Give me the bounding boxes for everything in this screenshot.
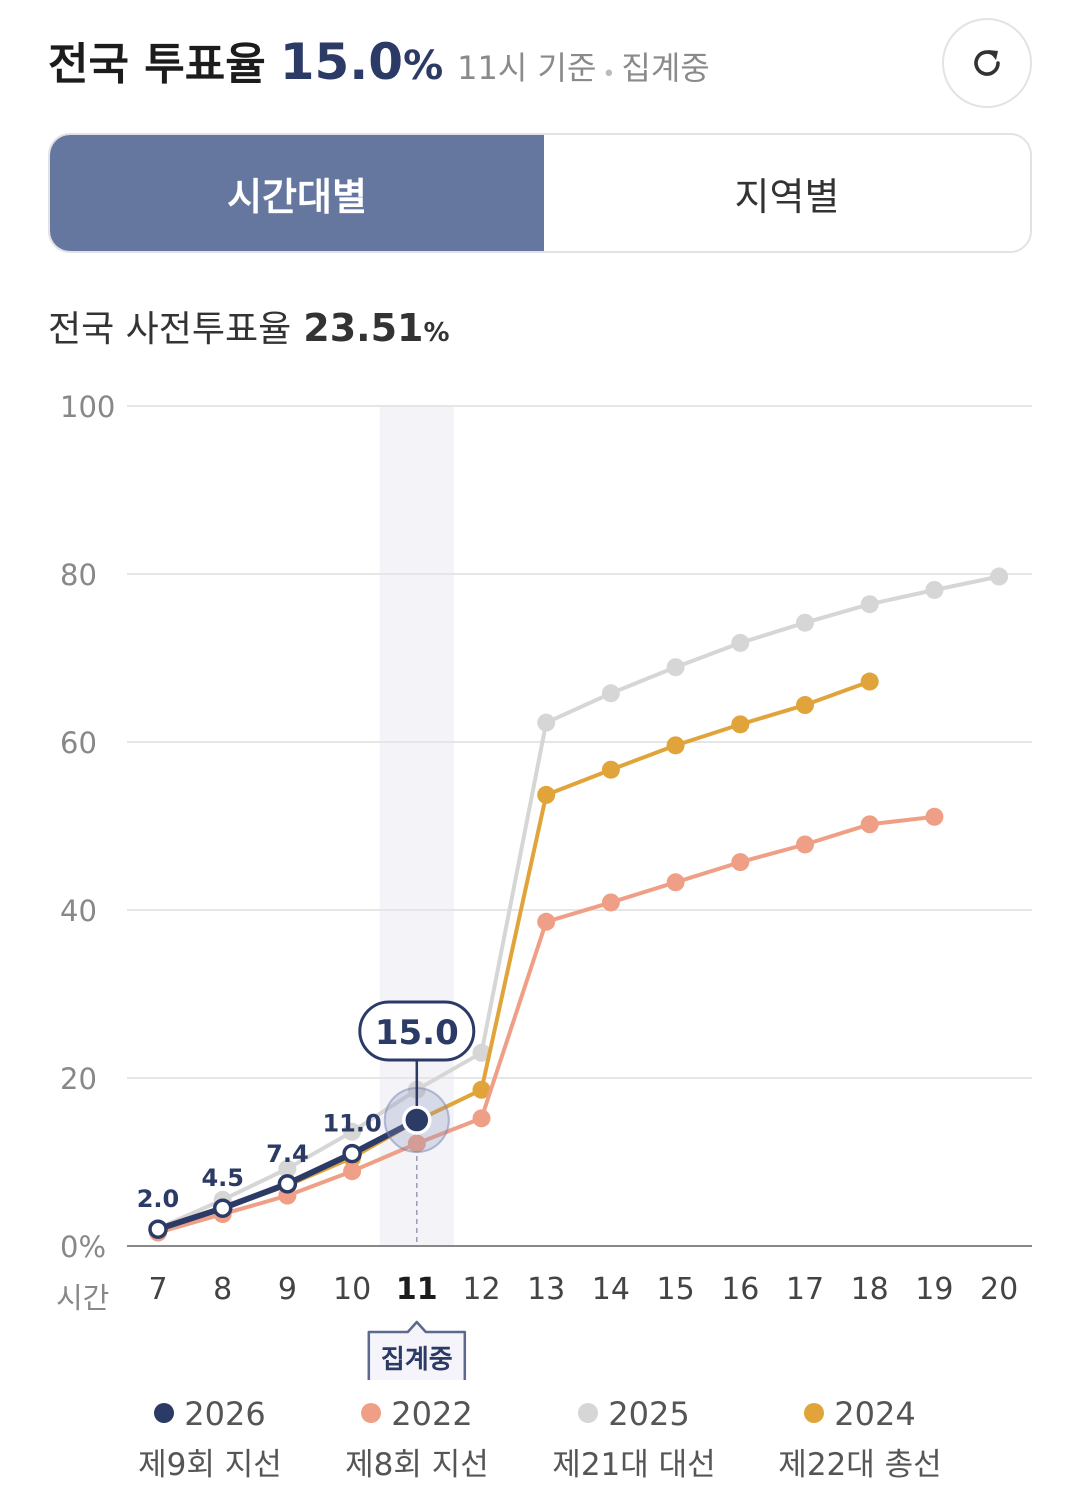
series-line-2025	[156, 574, 1002, 1231]
legend-year-2025: 2025	[608, 1395, 690, 1433]
x-tick-label: 10	[333, 1272, 371, 1307]
early-vote-label: 전국 사전투표율	[48, 309, 292, 350]
data-label: 11.0	[322, 1110, 381, 1138]
early-vote-percent-sign: %	[423, 318, 450, 348]
y-tick-label: 20	[60, 1062, 97, 1096]
legend-label-2025: 제21대 대선	[552, 1447, 716, 1483]
legend-item-2024: 2024 제22대 총선	[750, 1395, 970, 1484]
early-vote-summary: 전국 사전투표율 23.51%	[48, 300, 450, 352]
early-vote-value: 23.51	[303, 306, 424, 350]
data-point-2026	[342, 1143, 362, 1164]
x-tick-label: 13	[527, 1272, 565, 1307]
y-tick-label: 100	[60, 390, 115, 424]
x-tick-label: 19	[915, 1272, 953, 1307]
live-badge	[367, 1320, 467, 1380]
data-point-2022	[860, 815, 879, 834]
y-tick-label: 0%	[60, 1230, 106, 1264]
data-point-2025	[731, 633, 750, 652]
legend-dot-2026	[154, 1403, 175, 1423]
x-tick-label: 12	[462, 1272, 500, 1307]
turnout-line-chart: 0% 20 40 60 80 100 2.0 4.5 7.4 11.0 15.0 7 8 9 10 11 12 1…	[56, 390, 1032, 1380]
data-point-2022	[472, 1109, 491, 1128]
legend-item-2026: 2026 제9회 지선	[100, 1395, 320, 1484]
x-axis-label: 시간	[56, 1281, 109, 1315]
data-point-2025	[860, 595, 879, 614]
data-point-2022	[666, 873, 685, 892]
data-point-2025	[343, 1122, 362, 1141]
refresh-icon	[974, 50, 1000, 76]
legend-year-2026: 2026	[184, 1395, 266, 1433]
data-point-2024	[796, 696, 814, 715]
live-badge-label: 집계중	[381, 1345, 453, 1375]
current-point	[402, 1105, 432, 1135]
x-tick-label: 18	[851, 1272, 889, 1307]
legend-label-2024: 제22대 총선	[778, 1447, 942, 1483]
x-tick-label: 16	[721, 1272, 759, 1307]
data-point-2022	[796, 835, 814, 854]
data-point-2022	[731, 853, 750, 872]
data-point-2026	[148, 1219, 168, 1239]
national-turnout-value: 15.0	[279, 33, 404, 91]
y-tick-label: 40	[60, 894, 97, 928]
data-point-2025	[537, 713, 556, 732]
refresh-button[interactable]	[942, 18, 1032, 108]
title-line: 전국 투표율 15.0% 11시 기준 • 집계중	[48, 28, 710, 92]
data-point-2024	[601, 760, 620, 779]
x-tick-label: 14	[592, 1272, 630, 1307]
x-tick-label: 9	[278, 1272, 297, 1307]
data-point-2024	[731, 715, 750, 734]
page-title: 전국 투표율	[48, 39, 266, 90]
data-label: 4.5	[201, 1164, 244, 1192]
legend-label-2022: 제8회 지선	[345, 1447, 489, 1483]
x-tick-label: 11	[396, 1272, 438, 1307]
legend-item-2022: 2022 제8회 지선	[307, 1395, 527, 1484]
x-tick-label: 7	[148, 1272, 167, 1307]
data-point-2022	[343, 1162, 362, 1181]
data-point-2026	[212, 1198, 233, 1218]
tab-by-region[interactable]: 지역별	[544, 135, 1030, 251]
legend-item-2025: 2025 제21대 대선	[524, 1395, 744, 1484]
legend-year-2024: 2024	[834, 1395, 916, 1433]
legend-dot-2025	[578, 1403, 599, 1423]
x-tick-label: 8	[213, 1272, 232, 1307]
legend-label-2026: 제9회 지선	[138, 1447, 282, 1483]
x-tick-label: 20	[980, 1272, 1018, 1307]
series-line-2022	[156, 814, 937, 1235]
data-point-2022	[925, 807, 944, 826]
data-label: 7.4	[266, 1140, 309, 1168]
data-point-2025	[925, 580, 944, 599]
view-tabs: 시간대별 지역별	[48, 133, 1032, 253]
data-point-2025	[472, 1043, 491, 1062]
data-point-2024	[537, 785, 556, 804]
data-point-2022	[537, 912, 556, 931]
legend-dot-2024	[804, 1403, 825, 1423]
data-point-2025	[601, 684, 620, 703]
data-point-2024	[666, 736, 685, 755]
data-point-2025	[796, 613, 814, 632]
legend-year-2022: 2022	[391, 1395, 473, 1433]
x-tick-label: 17	[786, 1272, 824, 1307]
y-tick-label: 80	[60, 558, 97, 592]
data-point-2025	[990, 567, 1009, 586]
legend-dot-2022	[361, 1403, 382, 1423]
series-line-2024	[156, 679, 872, 1233]
tab-by-time[interactable]: 시간대별	[50, 135, 544, 251]
data-point-2024	[472, 1080, 491, 1099]
status-text: 집계중	[621, 49, 710, 87]
separator-dot: •	[602, 62, 616, 87]
reference-time: 11시 기준	[457, 49, 597, 87]
y-tick-label: 60	[60, 726, 97, 760]
data-point-2025	[666, 658, 685, 677]
current-value-label: 15.0	[375, 1013, 459, 1053]
x-tick-label: 15	[657, 1272, 695, 1307]
data-point-2022	[407, 1134, 426, 1153]
data-point-2024	[860, 672, 879, 691]
turnout-percent-sign: %	[403, 43, 444, 89]
data-label: 2.0	[137, 1185, 180, 1213]
data-point-2022	[601, 893, 620, 912]
header: 전국 투표율 15.0% 11시 기준 • 집계중	[48, 18, 1032, 108]
data-point-2026	[277, 1174, 298, 1194]
data-point-2025	[278, 1159, 297, 1178]
